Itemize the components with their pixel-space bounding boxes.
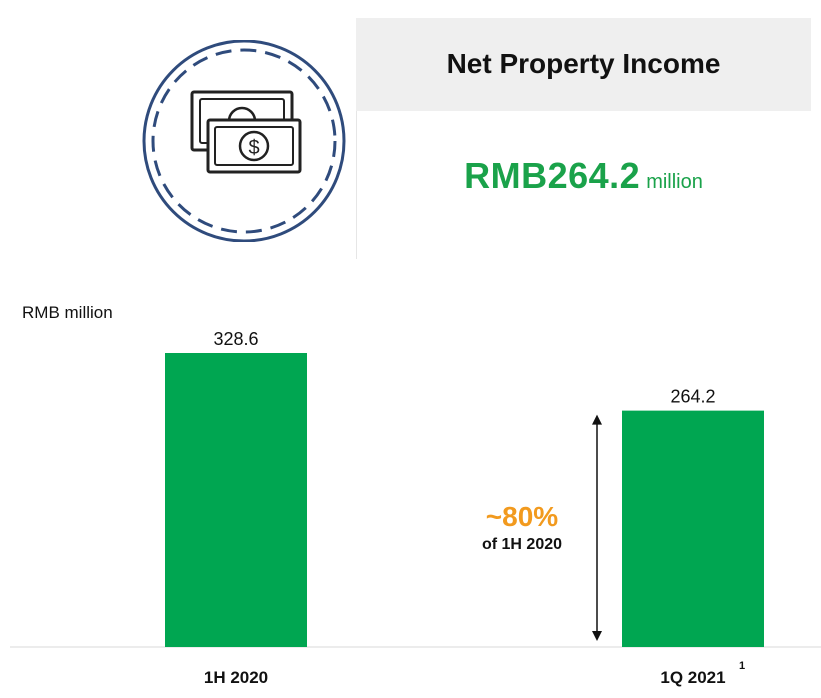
divider: [356, 111, 357, 259]
category-footnote-marker: 1: [739, 660, 745, 672]
arrow-head-down: [592, 631, 602, 641]
money-bills-icon: $: [140, 39, 348, 243]
bar-1h-2020: [165, 353, 307, 647]
headline-unit: million: [646, 171, 703, 193]
bar-value-label: 264.2: [670, 387, 715, 407]
bar-chart: 328.6 1H 2020 264.2 1Q 2021 1: [10, 329, 821, 687]
bar-1q-2021: [622, 410, 764, 647]
arrow-head-up: [592, 414, 602, 425]
category-label: 1Q 2021: [660, 668, 725, 687]
headline-value: RMB264.2: [464, 155, 641, 196]
headline-metric: RMB264.2 million: [356, 155, 811, 197]
bar-value-label: 328.6: [213, 329, 258, 349]
y-axis-label: RMB million: [22, 303, 113, 322]
change-annotation: ~80% of 1H 2020: [452, 500, 592, 556]
header-panel: Net Property Income: [356, 18, 811, 111]
annotation-percentage: ~80%: [485, 501, 559, 532]
category-label: 1H 2020: [204, 668, 268, 687]
svg-text:$: $: [248, 137, 259, 159]
annotation-text: of 1H 2020: [481, 536, 563, 553]
page-title: Net Property Income: [446, 48, 721, 79]
